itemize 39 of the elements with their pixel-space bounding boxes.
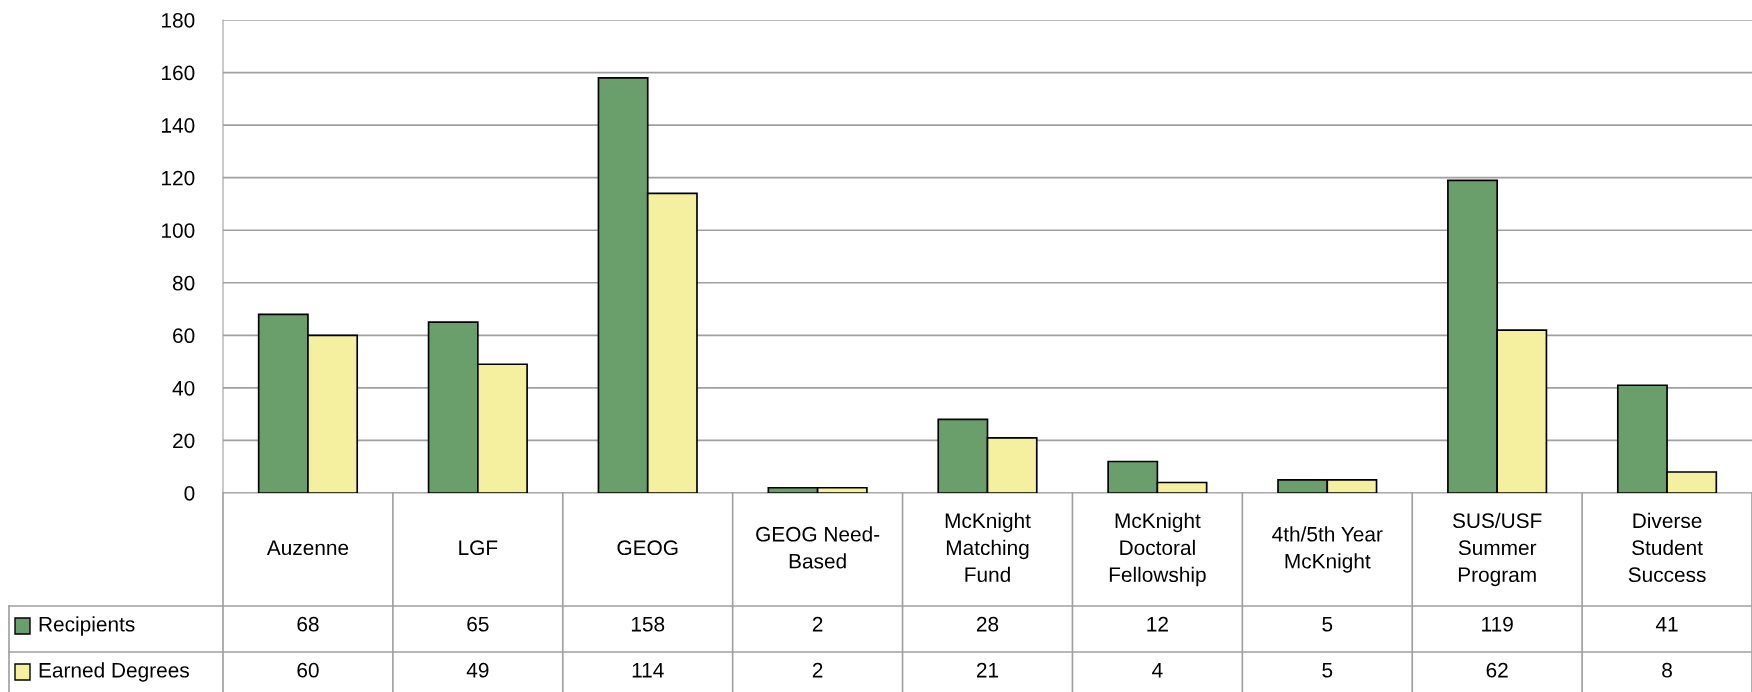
- y-tick-label: 140: [162, 118, 195, 133]
- data-label: 12: [1147, 616, 1168, 632]
- x-tick-label: GEOG Need-Based: [756, 526, 880, 569]
- x-tick-label: LGF: [459, 540, 498, 556]
- data-label: 8: [1662, 662, 1672, 678]
- data-label: 62: [1486, 662, 1508, 678]
- legend-label: Recipients: [39, 616, 135, 636]
- y-tick-label: 160: [162, 65, 195, 81]
- x-tick-label: Auzenne: [266, 540, 349, 556]
- legend-label: Earned Degrees: [39, 662, 189, 682]
- data-label: 2: [812, 662, 823, 678]
- data-label: 41: [1655, 617, 1678, 632]
- x-tick-label: SUS/USF Summer Program: [1452, 512, 1542, 587]
- data-label: 2: [812, 616, 823, 632]
- data-label: 114: [632, 663, 664, 678]
- y-tick-label: 0: [184, 486, 195, 501]
- y-tick-label: 40: [172, 380, 195, 396]
- data-label: 60: [297, 662, 319, 678]
- y-tick-label: 60: [173, 328, 195, 344]
- y-tick-label: 180: [162, 13, 195, 28]
- data-label: 119: [1482, 616, 1513, 632]
- y-tick-label: 20: [173, 433, 195, 449]
- data-label: 158: [631, 616, 665, 632]
- data-label: 5: [1322, 663, 1333, 678]
- data-label: 68: [297, 616, 319, 632]
- x-tick-label: McKnight Matching Fund: [945, 512, 1031, 583]
- x-tick-label: GEOG: [617, 540, 678, 556]
- x-tick-label: Diverse Student Success: [1628, 512, 1706, 583]
- data-label: 21: [976, 662, 999, 678]
- x-tick-label: McKnight Doctoral Fellowship: [1109, 512, 1206, 587]
- y-tick-label: 100: [162, 223, 195, 238]
- data-label: 28: [976, 616, 999, 632]
- x-tick-label: 4th/5th Year McKnight: [1272, 526, 1383, 573]
- data-label: 65: [467, 616, 489, 632]
- y-tick-label: 80: [172, 275, 195, 291]
- data-label: 4: [1152, 663, 1163, 678]
- data-label: 5: [1322, 617, 1333, 632]
- data-label: 49: [466, 662, 489, 678]
- y-tick-label: 120: [162, 170, 195, 186]
